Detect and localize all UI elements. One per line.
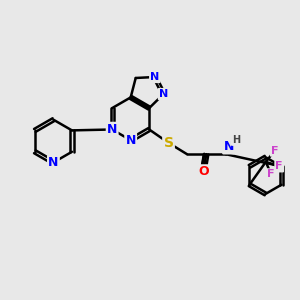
Text: F: F — [267, 169, 275, 179]
Text: H: H — [232, 135, 240, 145]
Text: F: F — [275, 161, 283, 171]
Text: F: F — [271, 146, 278, 156]
Text: N: N — [48, 156, 59, 169]
Text: N: N — [224, 140, 234, 153]
Text: S: S — [164, 136, 173, 150]
Text: N: N — [107, 123, 117, 136]
Text: N: N — [150, 72, 159, 82]
Text: N: N — [159, 89, 168, 99]
Text: O: O — [198, 166, 208, 178]
Text: N: N — [125, 134, 136, 147]
